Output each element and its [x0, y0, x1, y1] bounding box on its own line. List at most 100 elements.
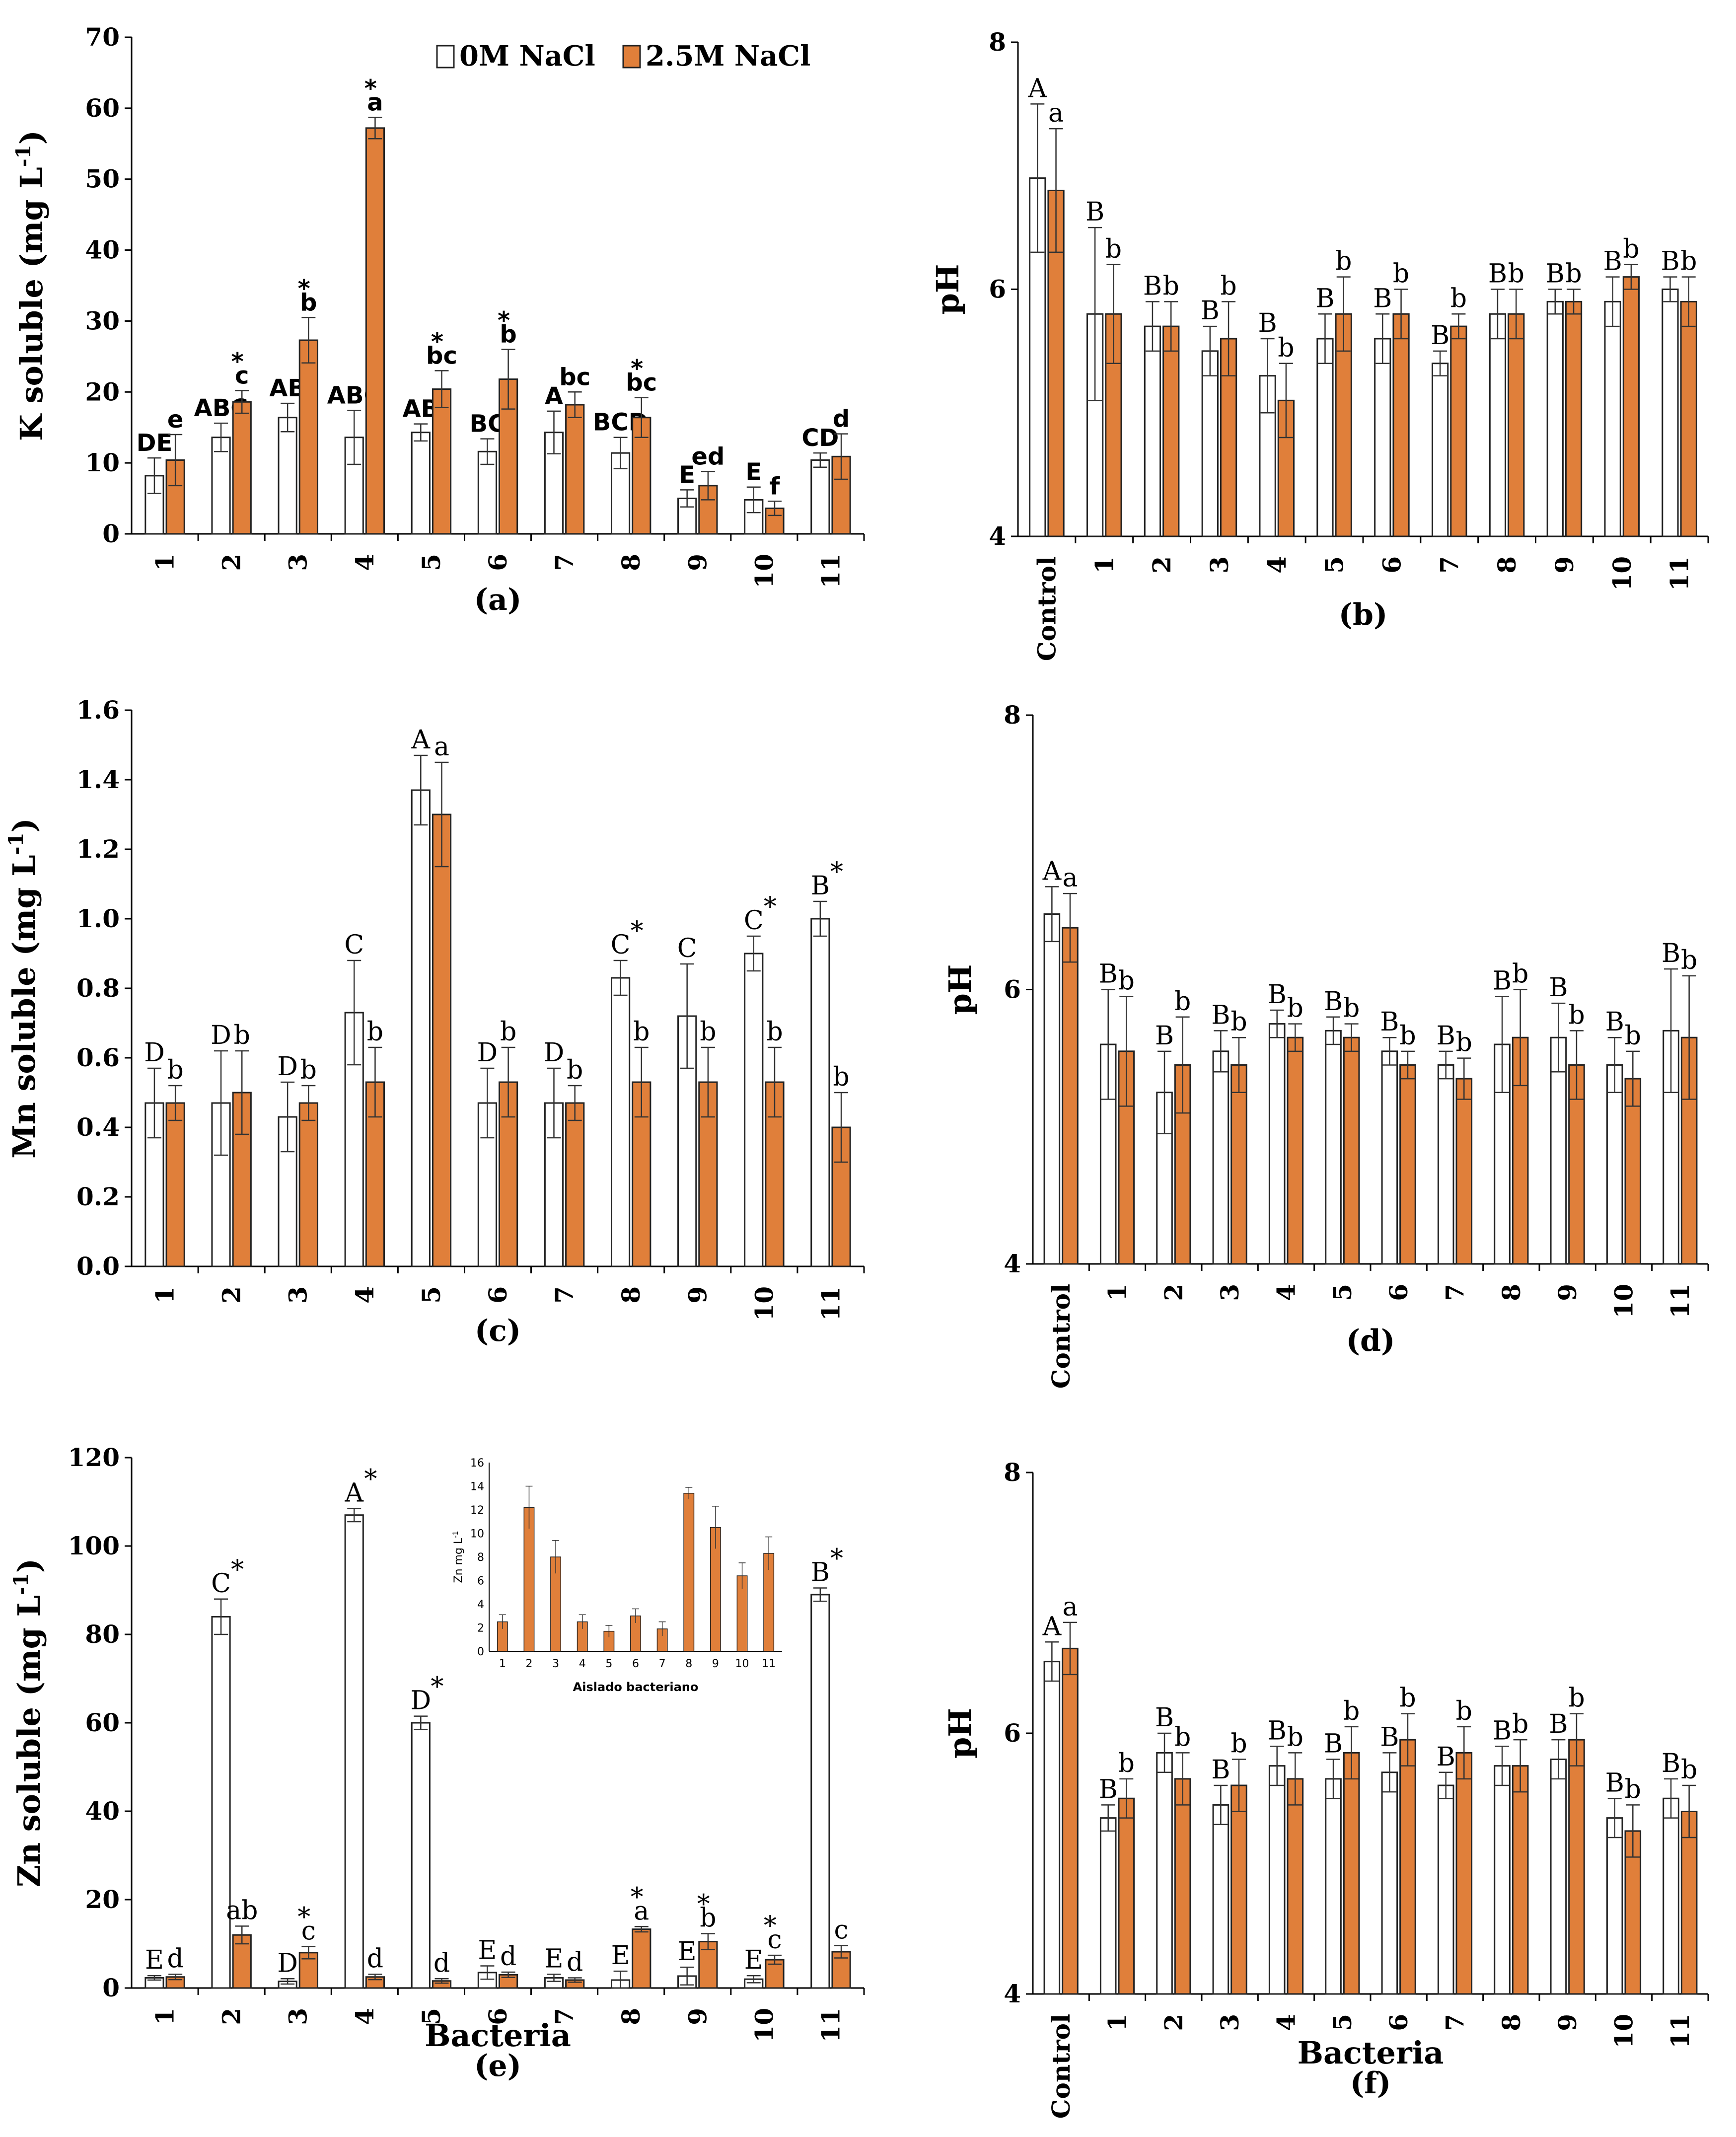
inset-x-tick-label: 7: [659, 1658, 666, 1670]
y-tick-label: 4: [1004, 1979, 1021, 2008]
bar-control: [1374, 338, 1391, 537]
significance-letter: B: [1155, 1021, 1174, 1051]
significance-letter: b: [1568, 1684, 1585, 1713]
x-tick-label: 4: [350, 2008, 379, 2025]
x-tick-label: 1: [1089, 556, 1119, 574]
y-tick-label: 1.0: [76, 904, 120, 933]
y-axis-label: pH: [942, 964, 978, 1015]
inset-x-tick-label: 8: [685, 1658, 692, 1670]
bar-control: [477, 450, 498, 535]
bar-control: [1437, 1784, 1454, 1995]
inset-y-tick-label: 4: [477, 1599, 484, 1611]
significance-letter: b: [1118, 966, 1135, 996]
significance-letter: B: [1315, 284, 1334, 313]
significance-letter: bc: [559, 363, 590, 391]
x-tick-label: 3: [1205, 556, 1234, 574]
significance-letter: A: [1042, 1612, 1062, 1641]
significance-letter: A: [545, 382, 563, 410]
x-tick-label: 7: [550, 554, 579, 571]
x-tick-label: 2: [217, 2008, 246, 2025]
inset-x-axis-label: Aislado bacteriano: [573, 1680, 699, 1694]
inset-y-tick-label: 0: [477, 1646, 484, 1658]
significance-letter: d: [500, 1942, 516, 1972]
significance-letter: d: [167, 1944, 183, 1974]
significance-letter: a: [1048, 98, 1064, 128]
significance-letter: A: [344, 1478, 364, 1508]
significance-star: *: [631, 916, 644, 946]
x-tick-label: 9: [683, 2008, 712, 2025]
bar-salt: [298, 339, 318, 535]
x-tick-label: 9: [683, 554, 712, 571]
inset-x-tick-label: 9: [712, 1658, 719, 1670]
bar-control: [1212, 1804, 1230, 1995]
significance-letter: b: [1625, 1774, 1641, 1804]
y-tick-label: 0.0: [76, 1252, 120, 1281]
inset-x-tick-label: 1: [499, 1658, 506, 1670]
x-tick-label: Control: [1046, 1284, 1076, 1389]
significance-letter: C: [344, 930, 364, 960]
x-tick-label: 10: [1607, 556, 1637, 591]
bar-control: [1043, 913, 1061, 1265]
bar-salt: [1062, 927, 1079, 1265]
y-tick-label: 8: [1004, 1458, 1021, 1487]
x-tick-label: 11: [1665, 556, 1694, 591]
x-tick-label: 4: [350, 1286, 379, 1304]
y-tick-label: 40: [85, 1796, 120, 1826]
x-tick-label: 4: [1272, 1284, 1301, 1301]
significance-letter: CD: [801, 424, 839, 452]
significance-letter: f: [770, 472, 781, 500]
bar-control: [1550, 1036, 1567, 1265]
significance-letter: B: [1546, 259, 1565, 289]
significance-letter: b: [567, 1055, 583, 1085]
significance-letter: b: [1568, 1000, 1585, 1030]
significance-letter: a: [1062, 863, 1078, 893]
bar-salt: [1343, 1036, 1360, 1265]
x-tick-label: 2: [217, 554, 246, 571]
x-tick-label: 4: [1272, 2014, 1301, 2031]
bar-salt: [1392, 313, 1410, 537]
y-tick-label: 0.4: [76, 1112, 120, 1142]
x-tick-label: 10: [749, 554, 779, 589]
significance-letter: b: [1118, 1749, 1135, 1778]
bar-salt: [1455, 1078, 1473, 1265]
significance-letter: B: [1493, 966, 1512, 996]
x-tick-label: 2: [1159, 2014, 1188, 2031]
inset-x-tick-label: 11: [762, 1658, 776, 1670]
y-tick-label: 8: [989, 27, 1006, 57]
significance-letter: b: [300, 1055, 317, 1085]
significance-letter: B: [1099, 1774, 1118, 1804]
significance-letter: E: [611, 1941, 630, 1971]
bar-control: [1606, 1064, 1623, 1265]
inset-bar: [523, 1507, 535, 1652]
x-tick-label: 4: [350, 554, 379, 571]
y-tick-label: 100: [68, 1531, 120, 1560]
significance-letter: D: [544, 1038, 565, 1068]
significance-letter: a: [634, 1896, 649, 1926]
significance-letter: bc: [426, 342, 457, 369]
x-tick-label: 3: [1215, 2014, 1244, 2031]
bar-control: [810, 459, 830, 535]
significance-letter: B: [1211, 1000, 1230, 1030]
significance-letter: b: [1287, 994, 1303, 1024]
significance-letter: b: [234, 1021, 250, 1050]
inset-y-tick-label: 2: [477, 1622, 484, 1635]
x-tick-label: 2: [217, 1286, 246, 1304]
inset-x-tick-label: 6: [632, 1658, 639, 1670]
bar-salt: [432, 813, 452, 1267]
inset-y-axis-label: Zn mg L-1: [452, 1531, 465, 1583]
x-tick-label: 8: [616, 1286, 646, 1304]
bar-salt: [1287, 1036, 1304, 1265]
significance-star: *: [231, 348, 244, 375]
x-tick-label: 5: [417, 1286, 446, 1304]
significance-letter: b: [700, 1017, 716, 1047]
significance-letter: B: [1493, 1716, 1512, 1746]
significance-letter: B: [1662, 1749, 1680, 1778]
significance-letter: B: [1437, 1742, 1455, 1772]
significance-star: *: [364, 1464, 377, 1494]
bar-salt: [565, 1102, 585, 1267]
inset-y-tick-label: 12: [470, 1504, 484, 1517]
significance-star: *: [498, 307, 510, 335]
significance-letter: A: [411, 725, 431, 755]
